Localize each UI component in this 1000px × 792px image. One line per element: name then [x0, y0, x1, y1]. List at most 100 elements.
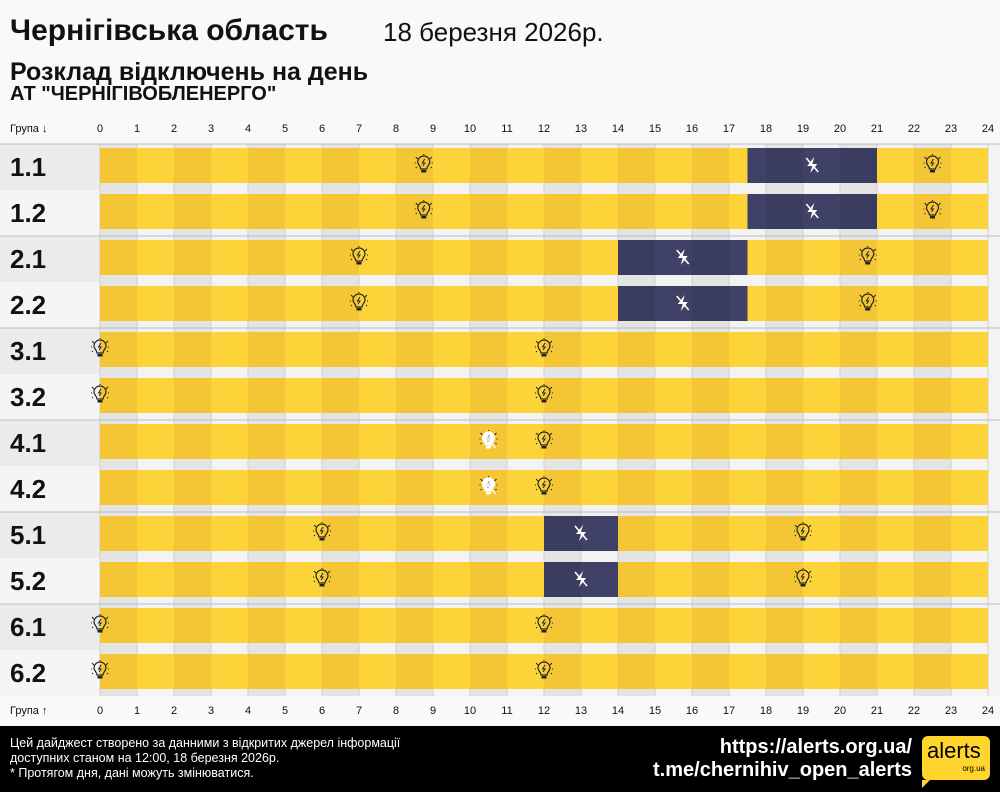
hour-tick-label: 9 — [430, 705, 436, 717]
power-on-segment — [840, 332, 877, 367]
power-on-segment — [618, 332, 655, 367]
hour-tick-label: 21 — [871, 123, 883, 135]
power-on-segment — [248, 378, 285, 413]
power-on-segment — [211, 332, 248, 367]
hour-tick-label: 14 — [612, 705, 624, 717]
power-on-segment — [914, 194, 951, 229]
power-on-segment — [544, 654, 581, 689]
power-on-segment — [692, 378, 729, 413]
power-off-icon — [574, 525, 588, 541]
power-on-segment — [507, 240, 544, 275]
bulb-icon — [794, 522, 812, 541]
bulb-base — [97, 354, 103, 357]
power-on-segment — [655, 332, 692, 367]
power-on-segment — [618, 562, 655, 597]
power-on-segment — [729, 378, 766, 413]
power-on-segment — [507, 424, 544, 459]
power-on-segment — [211, 424, 248, 459]
bulb-icon — [414, 200, 433, 219]
power-on-segment — [137, 286, 174, 321]
bulb-rays — [91, 384, 109, 399]
power-on-segment — [322, 470, 359, 505]
power-on-segment — [803, 562, 840, 597]
power-on-segment — [322, 240, 359, 275]
power-on-segment — [248, 470, 285, 505]
power-on-segment — [655, 194, 692, 229]
power-on-segment — [729, 608, 766, 643]
outage-hour-shade — [840, 148, 877, 183]
bulb-icon — [313, 522, 331, 541]
power-on-segment — [137, 194, 174, 229]
telegram-link[interactable]: t.me/chernihiv_open_alerts — [653, 759, 912, 781]
power-on-segment — [285, 286, 322, 321]
bulb-bolt — [930, 158, 935, 167]
hour-tick-label: 20 — [834, 123, 846, 135]
power-off-icon — [676, 295, 690, 311]
power-on-segment — [359, 148, 396, 183]
bulb-shape — [315, 569, 329, 584]
group-label: 3.1 — [10, 336, 46, 366]
outage-schedule-chart: Група ↓ 0 1 2 3 4 5 6 7 8 9 10 11 12 13 14 15 16 17 18 19 20 2… — [0, 123, 1000, 717]
power-on-segment — [803, 608, 840, 643]
group-label: 1.2 — [10, 198, 46, 228]
power-off-icon — [574, 571, 588, 587]
footer-line: доступних станом на 12:00, 18 березня 20… — [10, 751, 280, 765]
power-on-segment — [137, 240, 174, 275]
power-on-segment — [248, 148, 285, 183]
power-on-segment — [951, 194, 988, 229]
power-on-segment — [581, 424, 618, 459]
bulb-icon — [91, 384, 109, 403]
schedule-title: Розклад відключень на день — [10, 58, 369, 86]
power-on-segment — [211, 240, 248, 275]
bulb-base — [486, 492, 491, 495]
bulb-bolt — [800, 526, 805, 535]
power-on-segment — [396, 654, 433, 689]
hour-tick-label: 5 — [282, 123, 288, 135]
power-on-segment — [840, 470, 877, 505]
power-on-segment — [581, 240, 618, 275]
axis-group-label: Група ↓ — [10, 123, 47, 135]
power-on-segment — [285, 240, 322, 275]
bulb-rays — [535, 338, 553, 353]
bulb-shape — [93, 661, 107, 676]
alerts-logo: alerts org.ua — [922, 736, 990, 788]
hour-tick-label: 16 — [686, 123, 698, 135]
power-on-segment — [544, 470, 581, 505]
power-on-segment — [692, 654, 729, 689]
bulb-shape — [925, 201, 940, 216]
hour-tick-label: 24 — [982, 705, 994, 717]
power-on-segment — [803, 654, 840, 689]
power-on-segment — [581, 378, 618, 413]
bulb-base — [541, 446, 547, 449]
power-on-segment — [211, 378, 248, 413]
group-label: 2.1 — [10, 244, 46, 274]
group-label-cell — [0, 328, 100, 374]
group-label: 5.1 — [10, 520, 46, 550]
website-link[interactable]: https://alerts.org.ua/ — [719, 736, 912, 758]
bulb-icon — [414, 154, 433, 173]
power-on-segment — [248, 516, 285, 551]
bulb-bolt — [421, 204, 426, 213]
bulb-bolt — [541, 434, 546, 443]
power-on-segment — [766, 654, 803, 689]
power-on-segment — [100, 608, 137, 643]
bulb-shape — [796, 569, 810, 584]
power-on-segment — [285, 470, 322, 505]
power-on-segment — [581, 148, 618, 183]
power-on-segment — [285, 194, 322, 229]
power-on-segment — [470, 148, 507, 183]
bulb-base — [97, 630, 103, 633]
power-on-segment — [877, 608, 914, 643]
group-label: 4.1 — [10, 428, 46, 458]
power-on-segment — [396, 240, 433, 275]
bulb-base — [486, 446, 491, 449]
group-label: 5.2 — [10, 566, 46, 596]
bulb-bolt — [97, 664, 102, 673]
bulb-icon — [91, 614, 109, 633]
bulb-icon — [91, 660, 109, 679]
power-on-segment — [359, 562, 396, 597]
power-on-segment — [396, 286, 433, 321]
power-on-segment — [507, 562, 544, 597]
bulb-bolt — [800, 572, 805, 581]
power-on-segment — [174, 424, 211, 459]
